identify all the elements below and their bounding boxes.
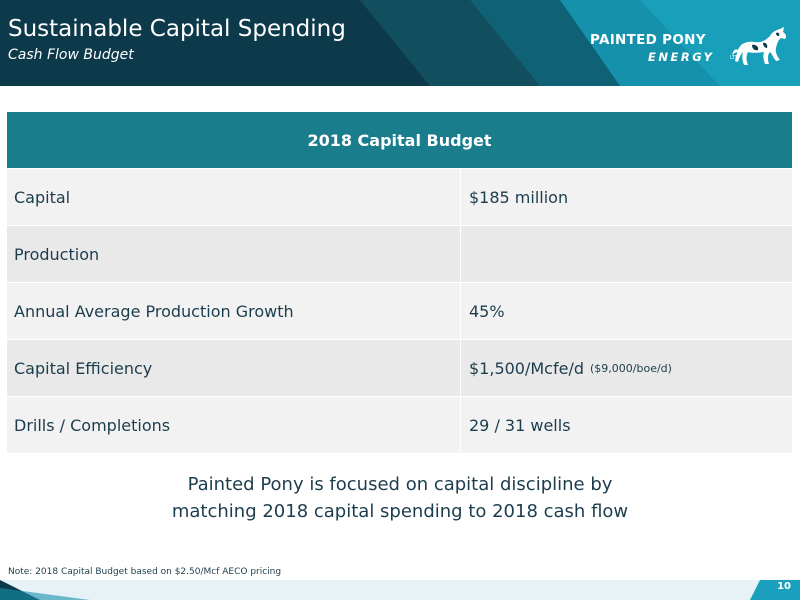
row-label-growth: Annual Average Production Growth [7, 283, 461, 339]
capital-efficiency-boe: ($9,000/boe/d) [590, 361, 672, 375]
row-label-capital-efficiency: Capital Efficiency [7, 340, 461, 396]
table-row: Annual Average Production Growth 45% [7, 282, 792, 339]
row-value-growth: 45% [469, 301, 505, 321]
row-label-drills: Drills / Completions [7, 397, 461, 453]
slide-footer [0, 580, 800, 600]
table-row: Production [7, 225, 792, 282]
slide-header: Sustainable Capital Spending Cash Flow B… [0, 0, 800, 86]
slide-title: Sustainable Capital Spending [8, 16, 346, 42]
table-header: 2018 Capital Budget [7, 112, 792, 168]
row-label-capital: Capital [7, 169, 461, 225]
horse-icon [732, 27, 787, 65]
row-value-drills: 29 / 31 wells [469, 415, 571, 435]
key-statement: Painted Pony is focused on capital disci… [0, 471, 800, 525]
table-row: Drills / Completions 29 / 31 wells [7, 396, 792, 453]
row-label-production: Production [7, 226, 461, 282]
slide-subtitle: Cash Flow Budget [8, 47, 134, 63]
table-row: Capital $185 million [7, 168, 792, 225]
capital-efficiency-mcfe: $1,500/Mcfe/d [469, 358, 584, 378]
header-background [0, 0, 800, 86]
statement-line2: matching 2018 capital spending to 2018 c… [171, 501, 629, 522]
capital-budget-table: 2018 Capital Budget Capital $185 million… [7, 112, 792, 453]
row-value-capital: $185 million [469, 187, 569, 207]
footnote: Note: 2018 Capital Budget based on $2.50… [8, 567, 282, 577]
page-number: 10 [777, 581, 791, 592]
footer-background [0, 580, 800, 600]
logo-text-line2: ENERGY [648, 50, 715, 64]
row-value-production [461, 226, 792, 282]
logo-text-line1: PAINTED PONY [590, 32, 706, 48]
row-value-capital-efficiency: $1,500/Mcfe/d ($9,000/boe/d) [461, 340, 792, 396]
table-row: Capital Efficiency $1,500/Mcfe/d ($9,000… [7, 339, 792, 396]
company-logo: PAINTED PONY ENERGY LTD [590, 24, 790, 72]
logo-ltd: LTD [730, 55, 740, 61]
statement-line1: Painted Pony is focused on capital disci… [187, 474, 613, 495]
